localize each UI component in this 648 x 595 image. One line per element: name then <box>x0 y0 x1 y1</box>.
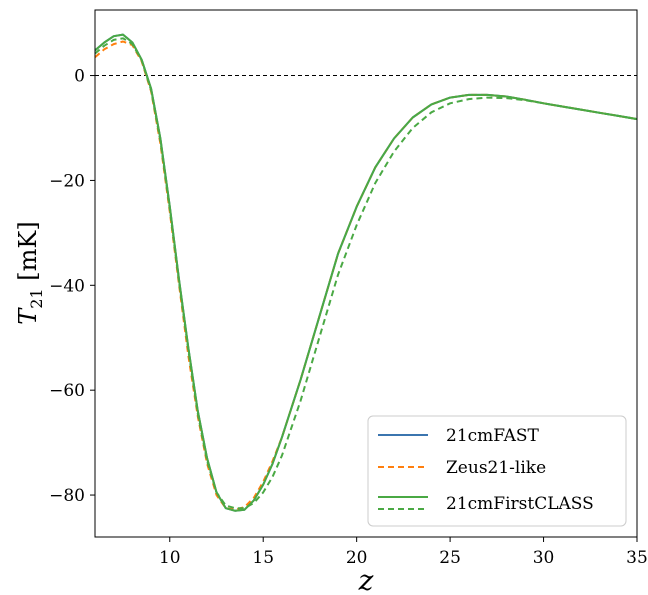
y-axis-label-unit: [mK] <box>14 221 42 288</box>
series-lines <box>94 33 638 512</box>
axis-ticks: 10 15 20 25 30 35 0 −20 −40 −60 −80 <box>49 67 648 568</box>
legend-label-21cmfast: 21cmFAST <box>446 426 540 446</box>
plot-frame <box>94 9 638 538</box>
x-tick-label: 10 <box>159 548 181 568</box>
x-axis-label: z <box>358 564 374 595</box>
legend-label-zeus21-like: Zeus21-like <box>446 458 546 478</box>
y-tick-label: −40 <box>49 276 85 296</box>
x-tick-label: 30 <box>533 548 555 568</box>
y-axis-label: T21 [mK] <box>14 221 46 324</box>
svg-text:T21 [mK]: T21 [mK] <box>14 221 46 324</box>
legend-label-21cmfirstclass: 21cmFirstCLASS <box>446 494 594 514</box>
x-tick-label: 35 <box>626 548 648 568</box>
series-line-21cmfirstclass <box>94 33 638 512</box>
y-tick-label: 0 <box>74 67 85 87</box>
x-tick-label: 20 <box>346 548 368 568</box>
x-tick-label: 25 <box>439 548 461 568</box>
y-tick-label: −20 <box>49 171 85 191</box>
series-line-variant-3 <box>94 37 638 510</box>
legend: 21cmFAST Zeus21-like 21cmFirstCLASS <box>367 415 627 527</box>
legend-box <box>367 415 627 527</box>
y-tick-label: −60 <box>49 381 85 401</box>
y-tick-label: −80 <box>49 486 85 506</box>
x-tick-label: 15 <box>252 548 274 568</box>
y-axis-label-subscript: 21 <box>27 288 46 308</box>
y-axis-label-symbol: T <box>14 307 42 325</box>
